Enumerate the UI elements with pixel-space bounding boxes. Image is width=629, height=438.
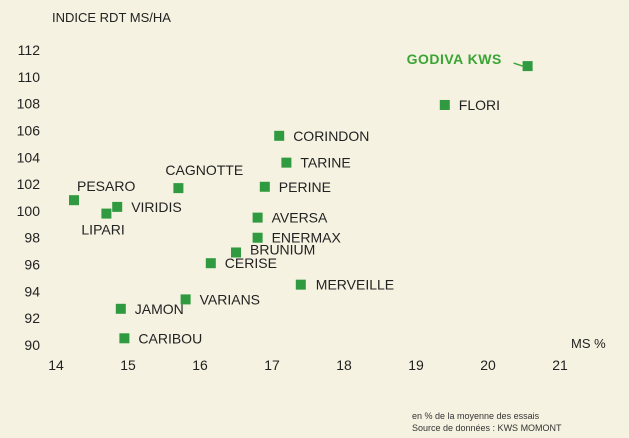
x-tick-label: 19 bbox=[408, 357, 424, 373]
data-point-aversa bbox=[252, 212, 263, 223]
point-label-merveille: MERVEILLE bbox=[316, 277, 394, 293]
x-axis-label: MS % bbox=[571, 336, 606, 351]
point-label-viridis: VIRIDIS bbox=[131, 199, 182, 215]
data-point-brunium bbox=[231, 247, 241, 258]
point-label-brunium: BRUNIUM bbox=[250, 241, 315, 257]
data-point-perine bbox=[259, 181, 270, 192]
y-tick-label: 98 bbox=[24, 230, 40, 246]
point-label-caribou: CARIBOU bbox=[138, 330, 202, 346]
point-label-aversa: AVERSA bbox=[272, 210, 328, 226]
point-label-cagnotte: CAGNOTTE bbox=[165, 162, 243, 178]
point-label-enermax: ENERMAX bbox=[272, 230, 342, 246]
point-label-varians: VARIANS bbox=[200, 291, 260, 307]
data-point-merveille bbox=[295, 279, 306, 290]
source-note-line2: Source de données : KWS MOMONT bbox=[412, 423, 562, 433]
y-tick-label: 100 bbox=[17, 203, 41, 219]
data-point-flori bbox=[439, 99, 450, 110]
highlight-leader-line bbox=[513, 62, 523, 67]
point-label-pesaro: PESARO bbox=[77, 178, 135, 194]
data-point-tarine bbox=[281, 157, 292, 168]
y-tick-label: 112 bbox=[18, 42, 41, 58]
x-tick-label: 20 bbox=[480, 357, 496, 373]
data-point-jamon bbox=[115, 303, 126, 314]
x-tick-label: 15 bbox=[120, 357, 136, 373]
y-tick-label: 92 bbox=[24, 310, 40, 326]
point-label-perine: PERINE bbox=[279, 179, 331, 195]
data-point-enermax bbox=[252, 232, 263, 243]
point-label-corindon: CORINDON bbox=[293, 128, 369, 144]
point-label-jamon: JAMON bbox=[135, 301, 184, 317]
data-point-cerise bbox=[205, 258, 216, 269]
x-tick-label: 21 bbox=[552, 357, 568, 373]
data-point-viridis bbox=[112, 201, 123, 212]
x-tick-label: 17 bbox=[264, 357, 280, 373]
y-tick-label: 94 bbox=[24, 283, 40, 299]
y-tick-label: 90 bbox=[24, 337, 40, 353]
y-axis-label: INDICE RDT MS/HA bbox=[52, 10, 171, 25]
point-label-tarine: TARINE bbox=[300, 155, 350, 171]
data-point-varians bbox=[180, 294, 191, 305]
y-tick-label: 106 bbox=[17, 122, 41, 138]
data-point-corindon bbox=[274, 130, 285, 141]
y-tick-label: 108 bbox=[17, 96, 41, 112]
point-label-cerise: CERISE bbox=[225, 255, 277, 271]
data-point-cagnotte bbox=[173, 183, 184, 194]
y-tick-label: 104 bbox=[17, 149, 41, 165]
point-label-lipari: LIPARI bbox=[81, 222, 124, 238]
x-tick-label: 14 bbox=[48, 357, 64, 373]
data-point-pesaro bbox=[69, 195, 79, 206]
y-tick-label: 110 bbox=[18, 69, 41, 85]
source-note-line1: en % de la moyenne des essais bbox=[412, 411, 540, 421]
point-label-godiva-kws: GODIVA KWS bbox=[407, 51, 502, 67]
y-tick-label: 96 bbox=[24, 257, 40, 273]
data-point-godiva-kws bbox=[522, 61, 533, 72]
x-tick-label: 16 bbox=[192, 357, 208, 373]
data-point-caribou bbox=[119, 333, 130, 344]
x-tick-label: 18 bbox=[336, 357, 352, 373]
y-tick-label: 102 bbox=[17, 176, 41, 192]
point-label-flori: FLORI bbox=[459, 97, 500, 113]
data-point-lipari bbox=[101, 208, 112, 219]
